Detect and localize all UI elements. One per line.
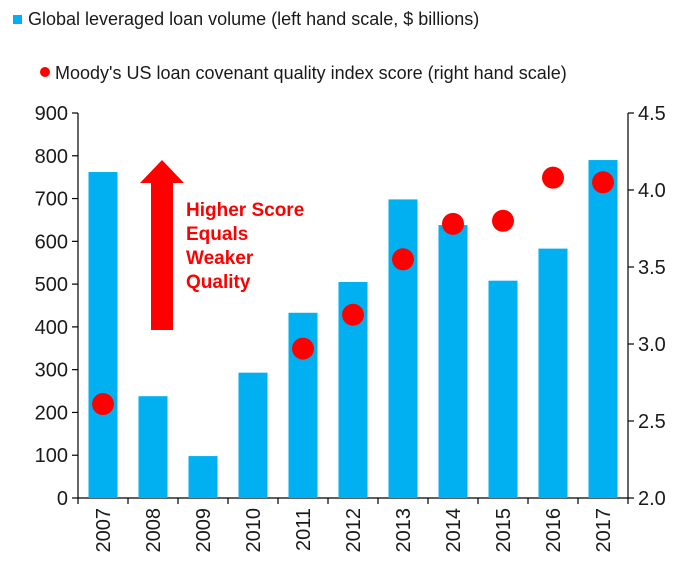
annotation-line-2: Equals: [186, 224, 248, 245]
bar: [538, 248, 568, 498]
left-tick-label: 500: [35, 274, 68, 296]
x-tick-label: 2017: [593, 508, 615, 553]
left-tick-label: 400: [35, 317, 68, 339]
x-tick-label: 2015: [493, 508, 515, 553]
left-tick-label: 700: [35, 189, 68, 211]
bar: [238, 372, 268, 498]
right-tick-label: 3.0: [638, 334, 666, 356]
x-tick-label: 2008: [143, 508, 165, 553]
left-tick-label: 900: [35, 103, 68, 125]
left-tick-label: 600: [35, 231, 68, 253]
dot: [592, 171, 614, 194]
right-tick-label: 4.5: [638, 103, 666, 125]
dot: [392, 248, 414, 271]
dot: [492, 209, 514, 232]
bar: [138, 396, 168, 498]
legend-swatch-loan-volume: [13, 15, 22, 24]
right-y-axis-ticks: 2.0 2.5 3.0 3.5 4.0 4.5: [628, 103, 666, 510]
legend-marker-covenant-index: [40, 67, 50, 77]
annotation-line-3: Weaker: [186, 248, 254, 269]
left-tick-label: 300: [35, 360, 68, 382]
right-tick-label: 2.0: [638, 488, 666, 510]
x-tick-label: 2007: [93, 508, 115, 553]
bar: [438, 225, 468, 499]
annotation-line-4: Quality: [186, 272, 251, 293]
bar: [88, 172, 118, 499]
x-tick-label: 2010: [243, 508, 265, 553]
dot: [542, 166, 564, 189]
annotation: Higher Score Equals Weaker Quality: [140, 160, 304, 330]
left-tick-label: 800: [35, 146, 68, 168]
annotation-line-1: Higher Score: [186, 200, 304, 221]
right-tick-label: 2.5: [638, 411, 666, 433]
bar-series: [88, 160, 618, 499]
bar: [188, 456, 218, 498]
x-tick-label: 2009: [193, 508, 215, 553]
left-y-axis-ticks: 0 100 200 300 400 500 600 700 800 900: [35, 103, 78, 510]
right-tick-label: 3.5: [638, 257, 666, 279]
bar: [588, 160, 618, 499]
legend: Global leveraged loan volume (left hand …: [13, 9, 567, 83]
dot: [292, 337, 314, 360]
left-tick-label: 100: [35, 445, 68, 467]
dot-series: [92, 166, 614, 416]
dot: [342, 303, 364, 326]
legend-label-loan-volume: Global leveraged loan volume (left hand …: [28, 9, 479, 29]
annotation-arrow: [140, 160, 184, 330]
dot: [92, 393, 114, 416]
left-tick-label: 200: [35, 402, 68, 424]
x-tick-label: 2014: [443, 508, 465, 553]
right-tick-label: 4.0: [638, 180, 666, 202]
left-tick-label: 0: [57, 488, 68, 510]
x-tick-label: 2012: [343, 508, 365, 553]
x-tick-label: 2016: [543, 508, 565, 553]
dot: [442, 212, 464, 235]
bar: [388, 199, 418, 498]
x-tick-label: 2011: [293, 508, 315, 551]
x-tick-label: 2013: [393, 508, 415, 553]
x-axis-ticks: 2007 2008 2009 2010 2011 2012 2013 2014 2015 2016…: [77, 498, 629, 553]
bar: [488, 280, 518, 498]
legend-label-covenant-index: Moody's US loan covenant quality index s…: [55, 63, 567, 83]
